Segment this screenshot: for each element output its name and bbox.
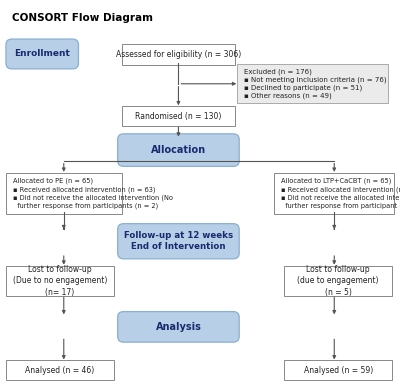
Text: Follow-up at 12 weeks
End of Intervention: Follow-up at 12 weeks End of Interventio…	[124, 231, 233, 252]
Text: Analysis: Analysis	[156, 322, 201, 332]
Text: Allocated to LTP+CaCBT (n = 65)
▪ Received allocated intervention (n = 64)
▪ Did: Allocated to LTP+CaCBT (n = 65) ▪ Receiv…	[281, 178, 400, 209]
Text: Randomised (n = 130): Randomised (n = 130)	[135, 112, 222, 121]
FancyBboxPatch shape	[274, 173, 394, 214]
Text: Analysed (n = 59): Analysed (n = 59)	[304, 366, 373, 375]
FancyBboxPatch shape	[6, 173, 122, 214]
Text: Lost to follow-up
(due to engagement)
(n = 5): Lost to follow-up (due to engagement) (n…	[298, 265, 379, 297]
FancyBboxPatch shape	[118, 134, 239, 166]
Text: Allocation: Allocation	[151, 145, 206, 155]
Text: Allocated to PE (n = 65)
▪ Received allocated intervention (n = 63)
▪ Did not re: Allocated to PE (n = 65) ▪ Received allo…	[13, 178, 173, 209]
Text: Assessed for eligibility (n = 306): Assessed for eligibility (n = 306)	[116, 50, 241, 59]
FancyBboxPatch shape	[118, 223, 239, 259]
Text: Lost to follow-up
(Due to no engagement)
(n= 17): Lost to follow-up (Due to no engagement)…	[13, 265, 107, 297]
FancyBboxPatch shape	[284, 360, 392, 380]
FancyBboxPatch shape	[6, 360, 114, 380]
FancyBboxPatch shape	[6, 39, 78, 69]
FancyBboxPatch shape	[122, 44, 235, 65]
Text: Excluded (n = 176)
▪ Not meeting inclusion criteria (n = 76)
▪ Declined to parti: Excluded (n = 176) ▪ Not meeting inclusi…	[244, 68, 386, 99]
FancyBboxPatch shape	[6, 266, 114, 296]
Text: CONSORT Flow Diagram: CONSORT Flow Diagram	[12, 13, 153, 23]
FancyBboxPatch shape	[284, 266, 392, 296]
FancyBboxPatch shape	[237, 64, 388, 103]
FancyBboxPatch shape	[118, 312, 239, 342]
Text: Analysed (n = 46): Analysed (n = 46)	[25, 366, 94, 375]
Text: Enrollment: Enrollment	[14, 50, 70, 58]
FancyBboxPatch shape	[122, 106, 235, 126]
